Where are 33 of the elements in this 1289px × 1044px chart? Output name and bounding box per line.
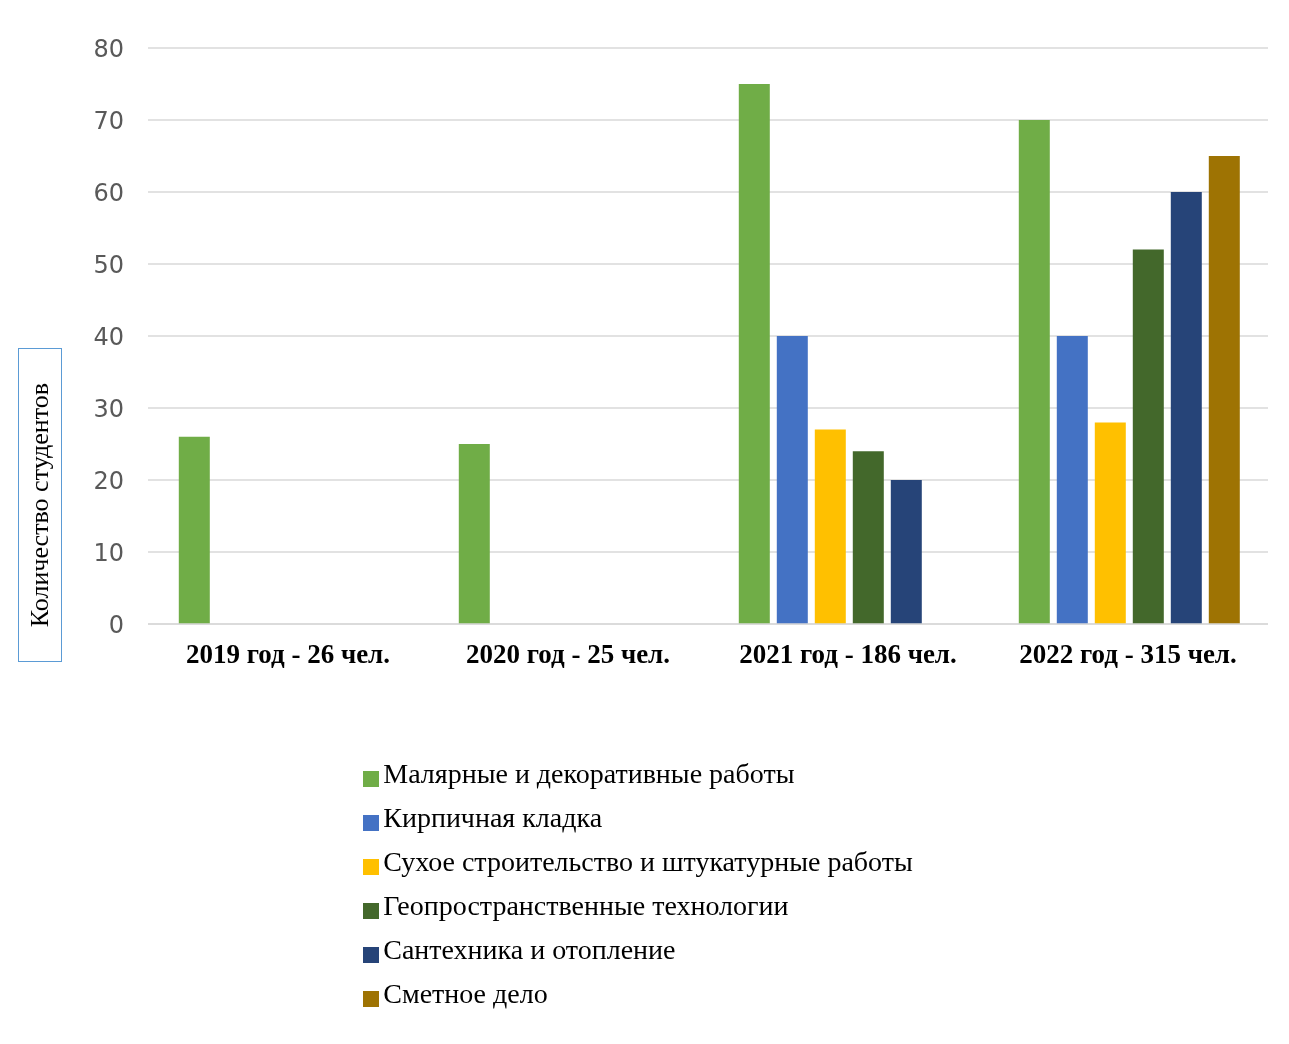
legend-label: Сметное дело bbox=[383, 978, 548, 1009]
y-tick-label: 80 bbox=[93, 34, 124, 63]
legend-label: Кирпичная кладка bbox=[383, 802, 603, 833]
bar bbox=[1208, 156, 1240, 624]
x-tick-label: 2020 год - 25 чел. bbox=[465, 639, 671, 670]
x-tick-label: 2022 год - 315 чел. bbox=[1019, 639, 1237, 670]
y-tick-label: 30 bbox=[93, 394, 124, 423]
bar bbox=[890, 480, 922, 624]
legend-label: Геопространственные технологии bbox=[383, 890, 789, 921]
bar bbox=[1056, 336, 1088, 624]
legend-label: Сухое строительство и штукатурные работы bbox=[383, 846, 913, 877]
y-tick-label: 50 bbox=[93, 250, 124, 279]
bar bbox=[1132, 249, 1164, 624]
y-axis-title: Количество студентов bbox=[25, 382, 55, 628]
bar bbox=[458, 444, 490, 624]
y-tick-label: 20 bbox=[93, 466, 124, 495]
y-tick-label: 10 bbox=[93, 538, 124, 567]
bar bbox=[852, 451, 884, 624]
x-tick-label: 2019 год - 26 чел. bbox=[185, 639, 391, 670]
legend-label: Малярные и декоративные работы bbox=[383, 758, 795, 789]
bar bbox=[814, 429, 846, 624]
y-tick-label: 70 bbox=[93, 106, 124, 135]
y-tick-label: 0 bbox=[108, 610, 124, 639]
x-tick-label: 2021 год - 186 чел. bbox=[739, 639, 957, 670]
bar bbox=[1018, 120, 1050, 624]
y-tick-label: 60 bbox=[93, 178, 124, 207]
legend-label: Сантехника и отопление bbox=[383, 934, 676, 965]
bar bbox=[1094, 422, 1126, 624]
y-tick-label: 40 bbox=[93, 322, 124, 351]
bar bbox=[1170, 192, 1202, 624]
bar bbox=[178, 436, 210, 624]
bar bbox=[776, 336, 808, 624]
bar bbox=[738, 84, 770, 624]
